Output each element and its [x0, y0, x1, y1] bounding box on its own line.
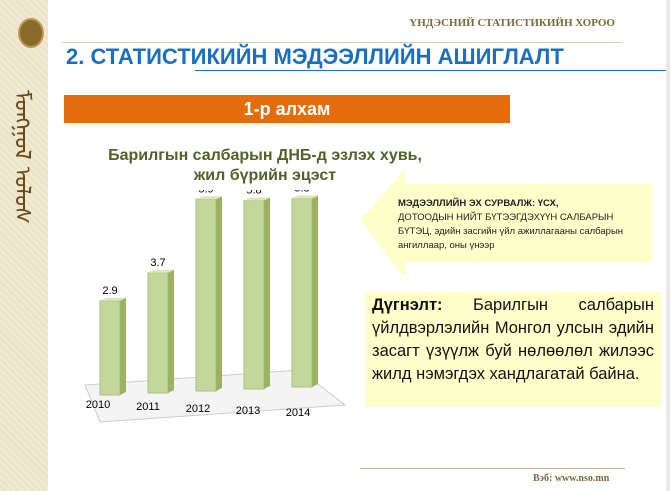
bar-side [168, 269, 174, 393]
data-label: 2.9 [102, 285, 117, 297]
divider [62, 42, 622, 43]
bar-top [148, 269, 174, 273]
bar-2014 [291, 198, 313, 388]
bar-top [196, 196, 222, 200]
x-tick-label: 2011 [136, 401, 160, 413]
bar-2013 [243, 200, 265, 390]
bar-2012 [195, 198, 217, 392]
chart-title-line1: Барилгын салбарын ДНБ-д эзлэх хувь, [108, 147, 422, 164]
x-tick-label: 2010 [86, 399, 110, 411]
slide-edge [666, 0, 670, 491]
bar-top [100, 297, 126, 301]
data-label: 5.9 [198, 190, 213, 195]
bar-side [120, 297, 126, 395]
bar-chart: 2.9 2010 3.7 2011 5.9 2012 5.8 2013 5.8 2014 [84, 190, 347, 423]
bar-2010 [99, 300, 121, 396]
source-label: МЭДЭЭЛЛИЙН ЭХ СУРВАЛЖ: ҮСХ, [398, 198, 559, 209]
x-tick-label: 2012 [186, 403, 210, 415]
organization-name: ҮНДЭСНИЙ СТАТИСТИКИЙН ХОРОО [409, 17, 615, 29]
chart-title: Барилгын салбарын ДНБ-д эзлэх хувь, жил … [70, 146, 460, 186]
footer-divider [360, 468, 625, 469]
step-banner: 1-р алхам [62, 95, 510, 123]
data-label: 3.7 [150, 257, 165, 269]
bar-side [216, 196, 222, 391]
bar-side [264, 197, 270, 389]
data-label: 5.8 [246, 190, 261, 197]
x-tick-label: 2013 [236, 405, 260, 417]
mongolian-script: ᠮᠣᠩᠭᠣᠯ ᠤᠯᠤᠰ [9, 90, 34, 224]
data-label: 5.8 [294, 190, 309, 195]
bar-top [244, 197, 270, 201]
sidebar-decoration: ᠮᠣᠩᠭᠣᠯ ᠤᠯᠤᠰ [0, 0, 48, 491]
chart-title-line2: жил бүрийн эцэст [193, 167, 337, 184]
bar-2011 [147, 272, 169, 394]
conclusion-text: Барилгын салбарын үйлдвэрлэлийн Монгол у… [372, 296, 654, 383]
title-underline [195, 70, 670, 71]
slide-title: 2. СТАТИСТИКИЙН МЭДЭЭЛЛИЙН АШИГЛАЛТ [66, 44, 564, 69]
website: Вэб: www.nso.mn [533, 473, 610, 484]
bar-side [312, 195, 318, 387]
source-text: ДОТООДЫН НИЙТ БҮТЭЭГДЭХҮҮН САЛБАРЫН БҮТЭ… [398, 212, 624, 251]
conclusion-box: Дүгнэлт: Барилгын салбарын үйлдвэрлэлийн… [365, 292, 661, 407]
conclusion-label: Дүгнэлт: [372, 296, 443, 314]
nso-logo [18, 18, 44, 48]
source-callout: МЭДЭЭЛЛИЙН ЭХ СУРВАЛЖ: ҮСХ, ДОТООДЫН НИЙТ… [360, 170, 660, 280]
x-tick-label: 2014 [286, 407, 310, 419]
left-arrow-shape [360, 170, 652, 278]
bar-top [292, 195, 318, 199]
